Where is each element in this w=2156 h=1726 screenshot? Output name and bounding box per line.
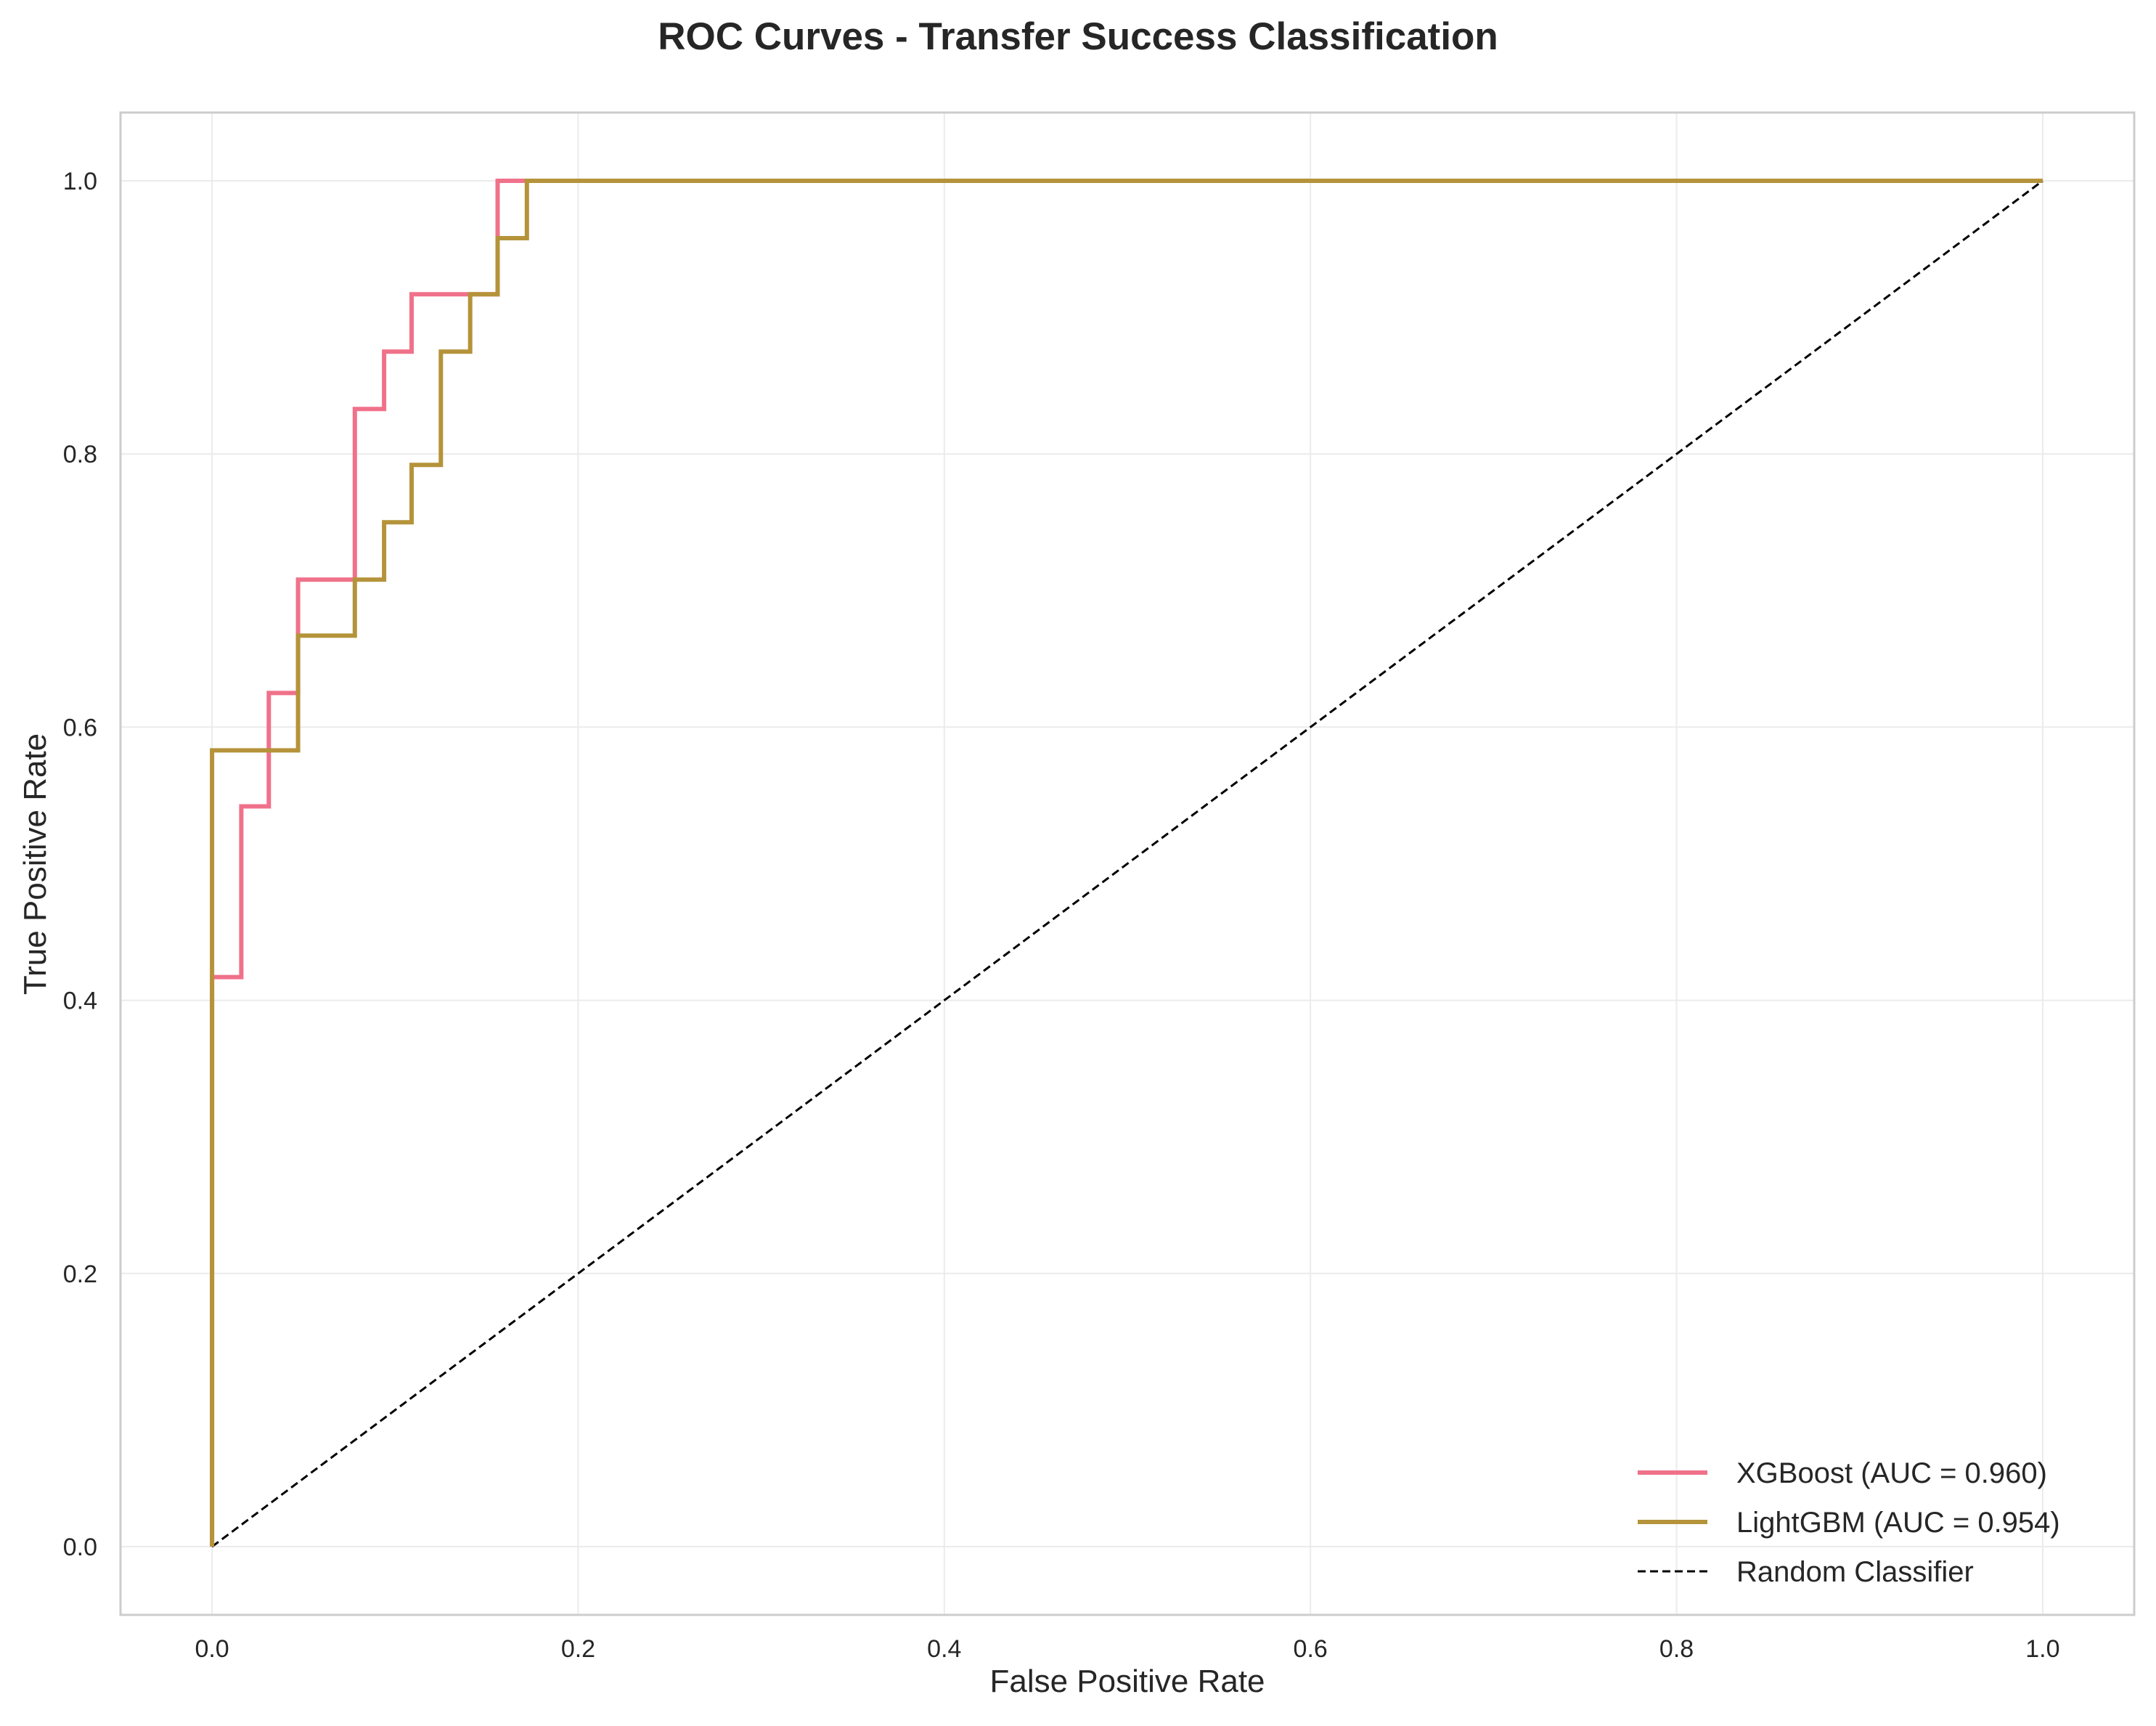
chart-title: ROC Curves - Transfer Success Classifica… [658,15,1498,58]
x-tick-label: 0.2 [561,1635,595,1663]
series-line-random [211,179,2043,1548]
legend-label: XGBoost (AUC = 0.960) [1736,1457,2047,1489]
x-tick-label: 0.6 [1294,1635,1328,1663]
y-tick-label: 0.0 [63,1534,97,1561]
y-tick-label: 0.4 [63,988,97,1015]
y-tick-label: 1.0 [63,168,97,195]
y-tick-label: 0.6 [63,714,97,741]
series-line-lightgbm [210,179,2043,1547]
legend-label: Random Classifier [1736,1556,1974,1588]
plot-frame [119,111,2136,1616]
y-tick-label: 0.2 [63,1261,97,1288]
legend-label: LightGBM (AUC = 0.954) [1736,1507,2060,1539]
x-axis-label: False Positive Rate [989,1664,1265,1699]
y-tick-label: 0.8 [63,441,97,468]
y-axis-label: True Positive Rate [17,733,53,995]
x-tick-label: 0.0 [195,1635,229,1663]
x-tick-label: 0.8 [1659,1635,1694,1663]
x-tick-label: 1.0 [2025,1635,2059,1663]
x-tick-label: 0.4 [927,1635,961,1663]
